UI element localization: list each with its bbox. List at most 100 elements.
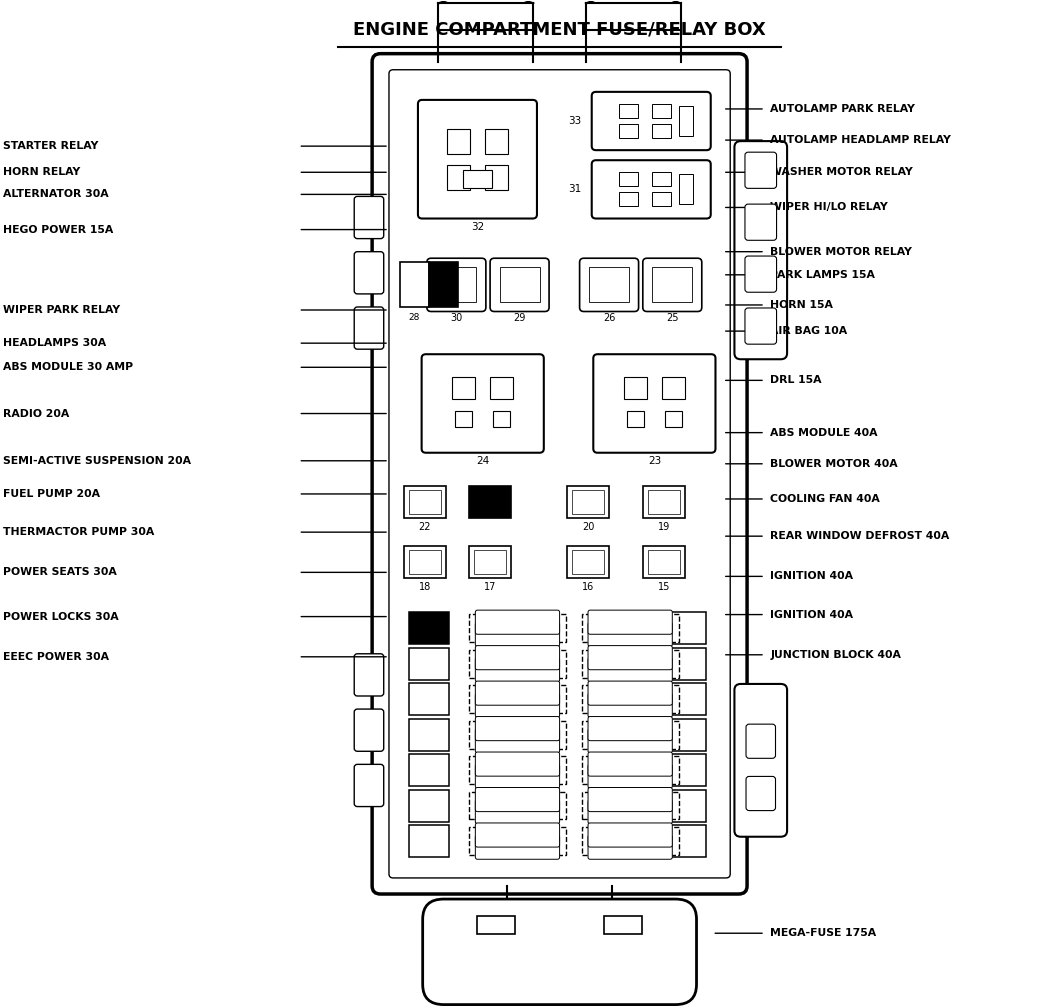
Text: ABS MODULE 30 AMP: ABS MODULE 30 AMP [3, 362, 134, 372]
Text: COOLING FAN 40A: COOLING FAN 40A [770, 494, 880, 504]
Bar [582, 650, 679, 677]
Text: 9: 9 [683, 695, 689, 704]
Text: IGNITION 40A: IGNITION 40A [770, 610, 853, 620]
Text: 18: 18 [418, 583, 431, 593]
Text: STARTER RELAY: STARTER RELAY [3, 141, 99, 151]
Bar [624, 377, 647, 399]
Bar [409, 719, 449, 751]
Bar [604, 916, 642, 934]
FancyBboxPatch shape [475, 752, 560, 776]
Text: 26: 26 [603, 312, 616, 323]
Text: POWER LOCKS 30A: POWER LOCKS 30A [3, 612, 119, 622]
FancyBboxPatch shape [475, 836, 560, 859]
FancyBboxPatch shape [427, 258, 486, 311]
Text: 4: 4 [427, 801, 432, 810]
Bar [582, 685, 679, 713]
Text: 32: 32 [471, 222, 484, 232]
Bar [469, 685, 566, 713]
FancyBboxPatch shape [475, 622, 560, 646]
FancyBboxPatch shape [591, 92, 711, 150]
FancyBboxPatch shape [422, 899, 697, 1005]
FancyBboxPatch shape [588, 729, 673, 753]
Bar [666, 648, 706, 679]
FancyBboxPatch shape [580, 258, 639, 311]
Bar [572, 490, 604, 514]
Bar [469, 615, 566, 642]
Text: DRL 15A: DRL 15A [770, 375, 822, 385]
Bar [665, 410, 682, 426]
Bar [653, 124, 672, 138]
Bar [582, 615, 679, 642]
FancyBboxPatch shape [734, 141, 787, 359]
FancyBboxPatch shape [490, 258, 549, 311]
Bar [567, 486, 609, 518]
Bar [582, 792, 679, 820]
Bar [619, 104, 638, 118]
Bar [399, 262, 429, 307]
Text: WIPER HI/LO RELAY: WIPER HI/LO RELAY [770, 203, 888, 213]
Text: 23: 23 [647, 456, 661, 466]
Bar [653, 193, 672, 207]
Bar [485, 129, 508, 153]
Text: ENGINE COMPARTMENT FUSE/RELAY BOX: ENGINE COMPARTMENT FUSE/RELAY BOX [353, 20, 766, 38]
Text: 33: 33 [568, 116, 581, 126]
Text: 1: 1 [683, 837, 689, 846]
Bar [662, 377, 685, 399]
Bar [666, 612, 706, 644]
FancyBboxPatch shape [588, 694, 673, 718]
Text: EEEC POWER 30A: EEEC POWER 30A [3, 652, 110, 662]
Text: 20: 20 [582, 522, 595, 532]
FancyBboxPatch shape [591, 160, 711, 219]
Bar [429, 262, 458, 307]
Bar [567, 546, 609, 579]
Bar [589, 267, 629, 302]
Text: 3: 3 [683, 801, 689, 810]
FancyBboxPatch shape [354, 307, 383, 349]
Bar [643, 546, 685, 579]
Bar [582, 721, 679, 749]
Text: IGNITION 40A: IGNITION 40A [770, 572, 853, 582]
FancyBboxPatch shape [354, 764, 383, 806]
Bar [455, 410, 472, 426]
FancyBboxPatch shape [418, 100, 536, 219]
Text: HORN RELAY: HORN RELAY [3, 167, 80, 177]
Text: 27: 27 [438, 313, 450, 322]
Bar [463, 170, 492, 188]
Text: POWER SEATS 30A: POWER SEATS 30A [3, 568, 117, 578]
FancyBboxPatch shape [588, 658, 673, 681]
Text: ALTERNATOR 30A: ALTERNATOR 30A [3, 190, 109, 200]
Bar [653, 104, 672, 118]
Text: 29: 29 [513, 312, 526, 323]
Text: AUTOLAMP PARK RELAY: AUTOLAMP PARK RELAY [770, 104, 916, 114]
Bar [469, 650, 566, 677]
Text: 25: 25 [666, 312, 679, 323]
FancyBboxPatch shape [588, 764, 673, 788]
FancyBboxPatch shape [588, 836, 673, 859]
FancyBboxPatch shape [588, 752, 673, 776]
Text: AUTOLAMP HEADLAMP RELAY: AUTOLAMP HEADLAMP RELAY [770, 135, 951, 145]
Bar [653, 172, 672, 186]
Bar [403, 546, 446, 579]
FancyBboxPatch shape [354, 252, 383, 294]
Bar [436, 267, 476, 302]
Text: HEGO POWER 15A: HEGO POWER 15A [3, 225, 114, 235]
FancyBboxPatch shape [746, 776, 775, 810]
Text: 5: 5 [683, 766, 689, 775]
Bar [477, 916, 515, 934]
Bar [469, 756, 566, 784]
Bar [619, 172, 638, 186]
Text: 6: 6 [427, 766, 432, 775]
Text: WIPER PARK RELAY: WIPER PARK RELAY [3, 305, 120, 314]
FancyBboxPatch shape [744, 204, 776, 240]
Text: SEMI-ACTIVE SUSPENSION 20A: SEMI-ACTIVE SUSPENSION 20A [3, 456, 191, 466]
Text: ABS MODULE 40A: ABS MODULE 40A [770, 427, 878, 437]
Text: 13: 13 [680, 624, 692, 633]
FancyBboxPatch shape [475, 610, 560, 634]
FancyBboxPatch shape [372, 53, 747, 894]
Text: 30: 30 [450, 312, 463, 323]
Bar [409, 754, 449, 786]
Bar [490, 377, 513, 399]
FancyBboxPatch shape [475, 787, 560, 811]
Bar [469, 721, 566, 749]
Text: AIR BAG 10A: AIR BAG 10A [770, 327, 847, 336]
